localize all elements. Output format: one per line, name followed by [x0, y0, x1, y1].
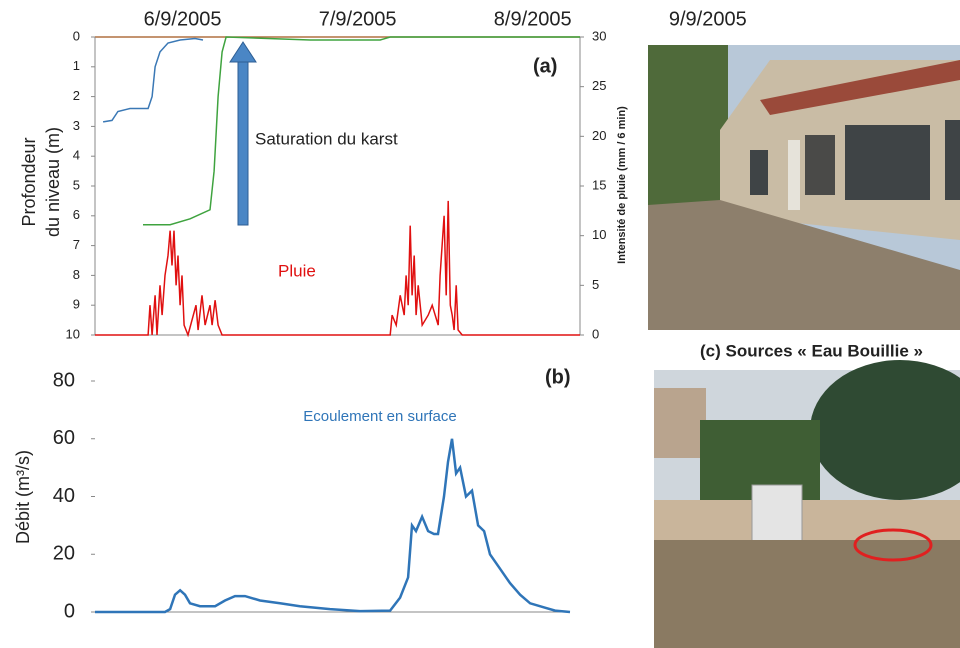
- data-line: [95, 438, 571, 614]
- panel-label: (a): [533, 55, 557, 77]
- y-tick-label: 8: [73, 267, 80, 282]
- y-label: du niveau (m): [43, 127, 63, 237]
- y-tick-label: 9: [73, 297, 80, 312]
- x-tick-label: 8/9/2005: [494, 8, 572, 30]
- photo-street: [654, 360, 960, 648]
- y-label: Débit (m³/s): [13, 450, 33, 544]
- annotation: Saturation du karst: [255, 129, 398, 148]
- data-line: [95, 200, 580, 338]
- y-tick-label: 2: [73, 88, 80, 103]
- y-tick-label: 0: [73, 28, 80, 43]
- annotation: Pluie: [278, 261, 316, 280]
- photo-caption: (c) Sources « Eau Bouillie »: [700, 341, 923, 360]
- y2-tick-label: 25: [592, 78, 606, 93]
- y-tick-label: 3: [73, 118, 80, 133]
- y2-tick-label: 5: [592, 277, 599, 292]
- y-tick-label: 10: [66, 326, 80, 341]
- y-tick-label: 0: [64, 600, 75, 622]
- y-tick-label: 60: [53, 427, 75, 449]
- y2-tick-label: 15: [592, 177, 606, 192]
- y-tick-label: 4: [73, 148, 80, 163]
- y2-tick-label: 0: [592, 326, 599, 341]
- y2-label: Intensité de pluie (mm / 6 min): [616, 106, 628, 264]
- photo-building: [648, 45, 960, 330]
- arrow-head: [229, 41, 257, 63]
- y-label: Profondeur: [19, 137, 39, 226]
- y2-tick-label: 20: [592, 128, 606, 143]
- panel-label: (b): [545, 366, 571, 388]
- y-tick-label: 80: [53, 369, 75, 391]
- y-tick-label: 5: [73, 177, 80, 192]
- annotation: Ecoulement en surface: [303, 408, 456, 425]
- y-tick-label: 7: [73, 237, 80, 252]
- y2-tick-label: 10: [592, 227, 606, 242]
- y-tick-label: 1: [73, 58, 80, 73]
- y2-tick-label: 30: [592, 28, 606, 43]
- y-tick-label: 20: [53, 543, 75, 565]
- arrow: [237, 59, 249, 226]
- y-tick-label: 40: [53, 485, 75, 507]
- x-tick-label: 7/9/2005: [319, 8, 397, 30]
- data-line: [102, 37, 204, 123]
- x-tick-label: 6/9/2005: [144, 8, 222, 30]
- x-tick-label: 9/9/2005: [669, 8, 747, 30]
- y-tick-label: 6: [73, 207, 80, 222]
- data-line: [143, 36, 580, 226]
